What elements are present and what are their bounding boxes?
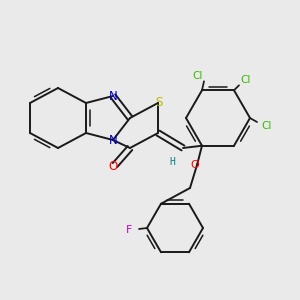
Text: H: H — [169, 157, 175, 167]
Text: Cl: Cl — [241, 75, 251, 85]
Text: Cl: Cl — [193, 71, 203, 81]
Text: S: S — [155, 97, 163, 110]
Text: O: O — [108, 160, 118, 172]
Text: N: N — [109, 89, 117, 103]
Text: N: N — [109, 134, 117, 146]
Text: Cl: Cl — [262, 121, 272, 131]
Text: O: O — [190, 160, 200, 170]
Text: F: F — [126, 225, 132, 235]
